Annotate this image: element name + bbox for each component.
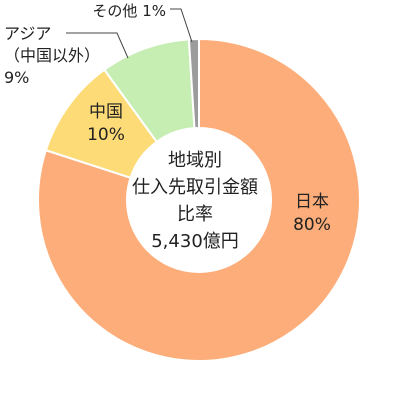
slice-3 bbox=[187, 37, 200, 130]
leader-line-3 bbox=[170, 8, 193, 43]
slice-value-1: 10% bbox=[87, 125, 125, 145]
slice-value-0: 80% bbox=[293, 215, 331, 235]
slice-label-2-line0: アジア bbox=[4, 24, 51, 43]
slice-label-0: 日本 bbox=[295, 192, 329, 212]
slice-label-2-line1: （中国以外） bbox=[4, 46, 100, 65]
slice-labels: 日本 80% 中国 10% アジア （中国以外） 9% その他 1% bbox=[4, 2, 331, 235]
slice-label-1: 中国 bbox=[89, 102, 123, 122]
leader-line-2 bbox=[66, 32, 129, 59]
slice-value-2: 9% bbox=[4, 68, 29, 87]
center-label-line3: 比率 bbox=[177, 204, 213, 225]
center-label: 地域別 仕入先取引金額 比率 5,430億円 bbox=[132, 150, 258, 252]
center-label-line1: 地域別 bbox=[168, 150, 222, 171]
center-label-line2: 仕入先取引金額 bbox=[132, 177, 258, 198]
slice-label-3: その他 1% bbox=[92, 2, 166, 20]
slice-0 bbox=[37, 37, 361, 362]
center-label-total: 5,430億円 bbox=[151, 231, 239, 252]
donut-slices bbox=[37, 37, 361, 362]
